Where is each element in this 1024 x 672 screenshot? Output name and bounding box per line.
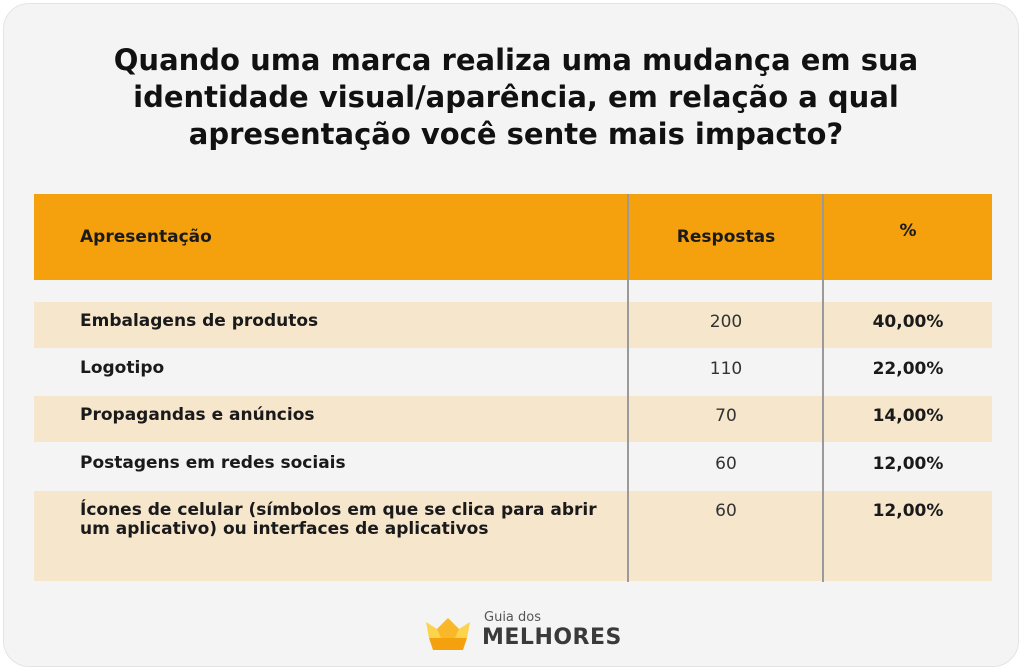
row-label: Logotipo [80, 358, 165, 378]
table-row: Logotipo 110 22,00% [34, 349, 992, 395]
row-percent: 12,00% [872, 501, 944, 521]
row-percent: 12,00% [872, 454, 944, 474]
row-label: Propagandas e anúncios [80, 405, 315, 425]
guia-dos-melhores-logo: Guia dos MELHORES [422, 610, 632, 656]
row-count: 110 [709, 359, 743, 379]
header-percent: % [899, 221, 917, 241]
chart-title: Quando uma marca realiza uma mudança em … [113, 43, 919, 151]
results-table: Apresentação Respostas % Embalagens de p… [34, 194, 992, 582]
row-percent: 22,00% [872, 359, 944, 379]
logo-small-text: Guia dos [484, 610, 542, 625]
logo-big-text: MELHORES [482, 625, 622, 650]
header-apresentacao: Apresentação [80, 227, 212, 247]
row-percent: 14,00% [872, 406, 944, 426]
table-row: Embalagens de produtos 200 40,00% [34, 302, 992, 348]
table-row: Propagandas e anúncios 70 14,00% [34, 396, 992, 442]
table-row: Ícones de celular (símbolos em que se cl… [34, 491, 992, 581]
table-row: Postagens em redes sociais 60 12,00% [34, 444, 992, 490]
row-percent: 40,00% [872, 312, 944, 332]
row-count: 60 [715, 501, 737, 521]
content-card: Quando uma marca realiza uma mudança em … [3, 3, 1019, 667]
column-divider [627, 194, 629, 582]
crown-icon [426, 618, 470, 650]
row-label: Embalagens de produtos [80, 311, 319, 331]
row-label: Ícones de celular (símbolos em que se cl… [80, 500, 597, 539]
row-label: Postagens em redes sociais [80, 453, 346, 473]
column-divider [822, 194, 824, 582]
row-count: 60 [715, 454, 737, 474]
table-header: Apresentação Respostas % [34, 194, 992, 280]
row-count: 70 [715, 406, 737, 426]
row-count: 200 [709, 312, 743, 332]
header-respostas: Respostas [676, 227, 776, 247]
